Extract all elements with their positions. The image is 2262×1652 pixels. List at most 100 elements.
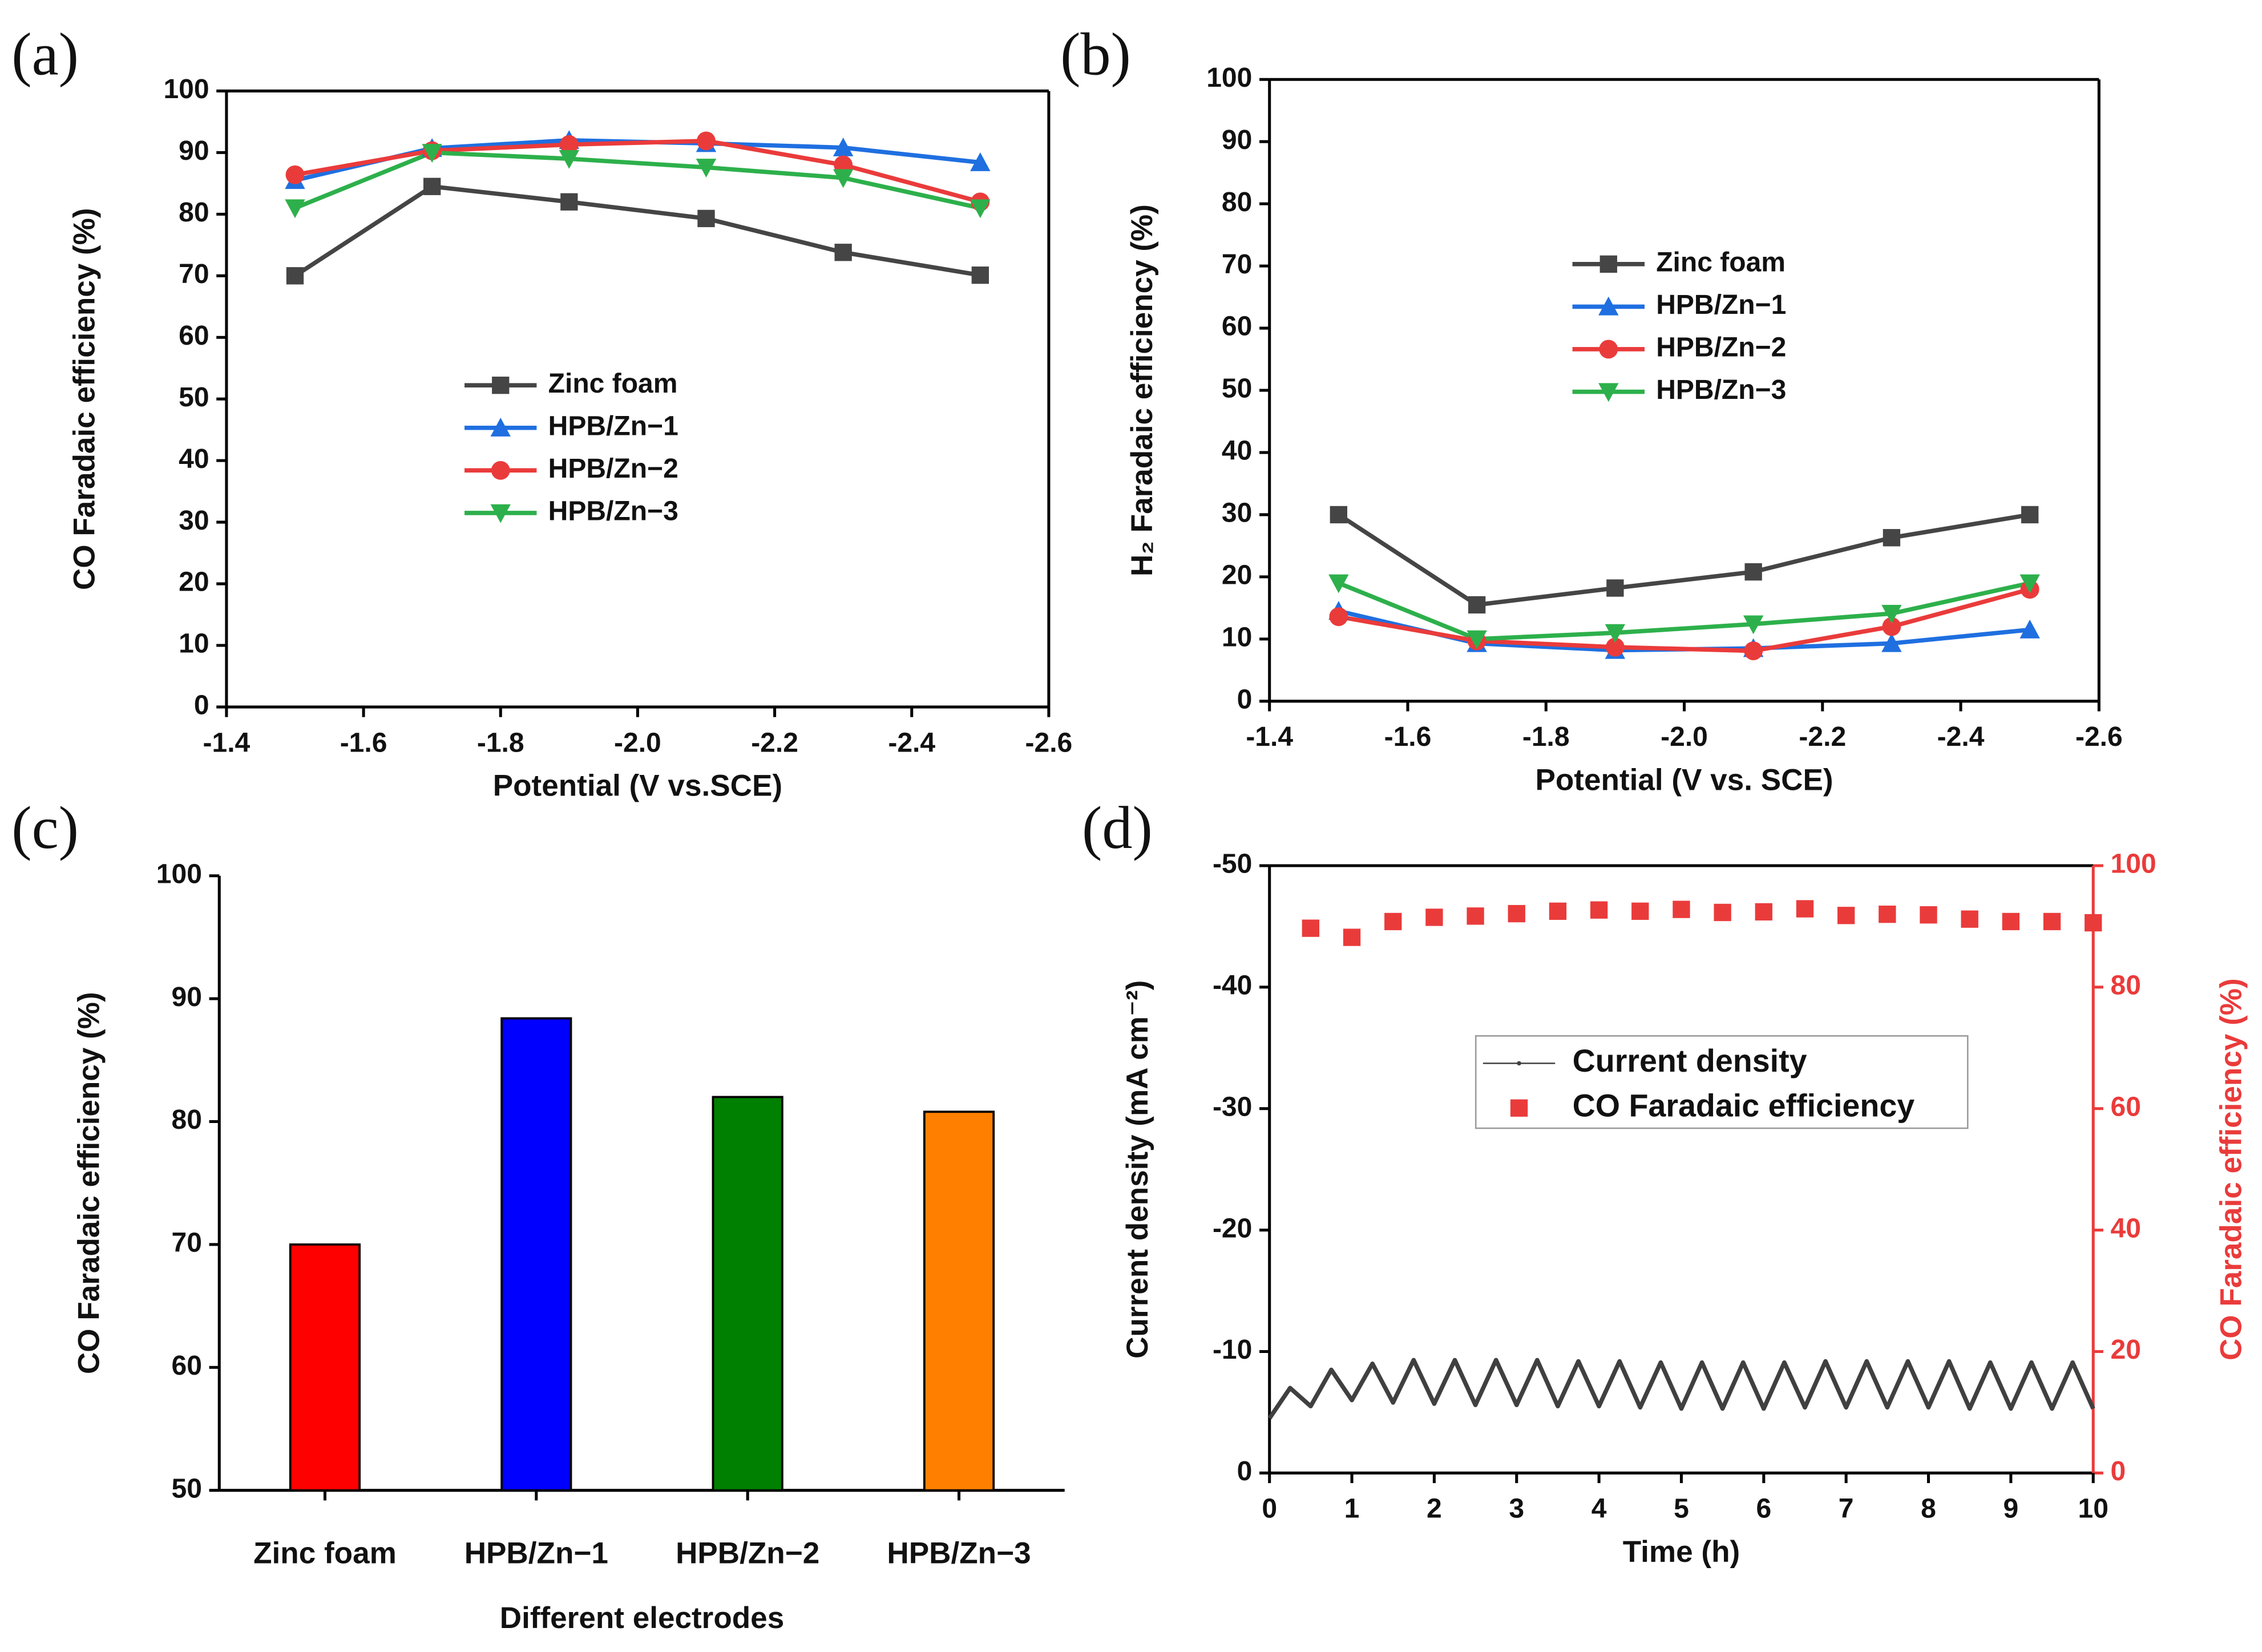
marker: [1329, 607, 1348, 627]
y-tick-label: -40: [1213, 971, 1252, 1001]
panel-label: (d): [1082, 794, 1153, 861]
y-tick-label: 60: [1222, 312, 1252, 342]
series-line: [1338, 587, 2031, 653]
x-tick-label: -2.6: [1025, 728, 1073, 758]
series-line: [293, 184, 981, 278]
marker: [1605, 637, 1625, 657]
marker: [286, 267, 304, 285]
marker: [696, 159, 717, 178]
chart-panel: (b) 0 10 20 30 40 50 60 70 80 90 100 -1.4 -1.6 -1.8 -2.…: [1060, 21, 2123, 797]
x-tick-label: -1.6: [340, 728, 387, 758]
legend-marker: [1510, 1099, 1528, 1117]
marker: [1425, 908, 1443, 926]
y-tick-label: -30: [1213, 1092, 1252, 1122]
marker: [833, 169, 854, 188]
marker: [285, 199, 305, 219]
x-tick-label: -1.6: [1384, 722, 1432, 752]
y-tick-label: 50: [1222, 374, 1252, 404]
y-tick-label: 80: [1222, 187, 1252, 217]
legend-label: Zinc foam: [1656, 248, 1786, 278]
marker: [697, 209, 715, 228]
y-tick-label: 70: [1222, 249, 1252, 280]
marker: [2021, 506, 2039, 524]
x-axis-title: Different electrodes: [500, 1601, 785, 1635]
marker: [1882, 617, 1901, 636]
marker: [559, 150, 580, 169]
x-tick-label: -1.4: [1246, 722, 1293, 752]
y-tick-label: -10: [1213, 1335, 1252, 1365]
x-tick-label: 3: [1509, 1494, 1524, 1524]
legend-label: HPB/Zn−2: [548, 454, 678, 484]
y-tick-label: 0: [1237, 685, 1253, 715]
legend-marker: [492, 377, 510, 394]
y-tick-label: 30: [1222, 498, 1252, 528]
bar: [289, 1243, 361, 1492]
marker: [1879, 905, 1896, 923]
y-tick-label: 30: [179, 506, 209, 536]
marker: [1467, 907, 1484, 925]
y-tick-label: 50: [179, 382, 209, 413]
y-tick-label: 40: [1222, 436, 1252, 466]
marker: [1330, 506, 1347, 524]
legend-label: HPB/Zn−1: [548, 411, 678, 441]
marker: [1883, 529, 1901, 547]
x-tick-label: -1.4: [203, 728, 251, 758]
marker: [1881, 605, 1902, 624]
legend-label: HPB/Zn−3: [1656, 375, 1786, 405]
y2-tick-label: 40: [2111, 1213, 2141, 1243]
legend-label: HPB/Zn−1: [1656, 290, 1786, 320]
x-tick-label: -2.2: [751, 728, 798, 758]
x-tick-label: 9: [2004, 1494, 2019, 1524]
y-tick-label: 90: [1222, 125, 1252, 155]
marker: [1714, 903, 1731, 922]
marker: [1328, 574, 1349, 593]
marker: [1467, 630, 1487, 649]
legend-marker: [490, 418, 511, 437]
series-line: [1338, 581, 2031, 641]
marker: [970, 199, 991, 219]
panel-label: (b): [1060, 21, 1131, 88]
x-tick-label: 6: [1756, 1494, 1771, 1524]
marker: [1881, 633, 1902, 652]
marker: [1961, 910, 1978, 928]
x-axis-title: Time (h): [1623, 1535, 1740, 1569]
x-axis-title: Potential (V vs.SCE): [493, 769, 782, 803]
y2-tick-label: 80: [2111, 971, 2141, 1001]
marker: [697, 131, 716, 151]
marker: [2043, 912, 2061, 931]
marker: [285, 165, 305, 184]
y2-tick-label: 100: [2111, 849, 2156, 879]
marker: [2019, 619, 2040, 639]
y2-tick-label: 0: [2111, 1456, 2126, 1487]
series-line: [294, 150, 981, 211]
x-tick-label: -2.6: [2075, 722, 2123, 752]
x-tick-label: 1: [1344, 1494, 1360, 1524]
y-tick-label: 60: [172, 1351, 202, 1381]
y-tick-label: 70: [179, 259, 209, 289]
marker: [1920, 906, 1937, 924]
marker: [2002, 912, 2020, 931]
y-tick-label: 60: [179, 321, 209, 351]
y-axis-title: Current density (mA cm⁻²): [1121, 980, 1154, 1359]
x-tick-label: -1.8: [477, 728, 524, 758]
x-tick-label: 0: [1262, 1494, 1277, 1524]
chart-panel: (c) 50 60 70 80 90 100 Different electrodes CO F…: [11, 794, 1065, 1635]
x-tick-label: -1.8: [1522, 722, 1570, 752]
legend-marker: [490, 504, 511, 523]
x-tick-label: HPB/Zn−1: [464, 1536, 608, 1570]
y-tick-label: 90: [172, 982, 202, 1012]
y-tick-label: 80: [172, 1105, 202, 1135]
legend-marker: [1598, 383, 1619, 402]
x-tick-label: HPB/Zn−2: [676, 1536, 819, 1570]
marker: [1590, 901, 1608, 919]
marker: [560, 193, 578, 211]
legend-marker: [1599, 340, 1618, 359]
series-line: [294, 139, 981, 204]
marker: [1343, 928, 1361, 946]
y-tick-label: 0: [194, 690, 209, 721]
series-line: [1267, 1358, 2095, 1420]
y-tick-label: 80: [179, 197, 209, 228]
marker: [422, 144, 442, 163]
